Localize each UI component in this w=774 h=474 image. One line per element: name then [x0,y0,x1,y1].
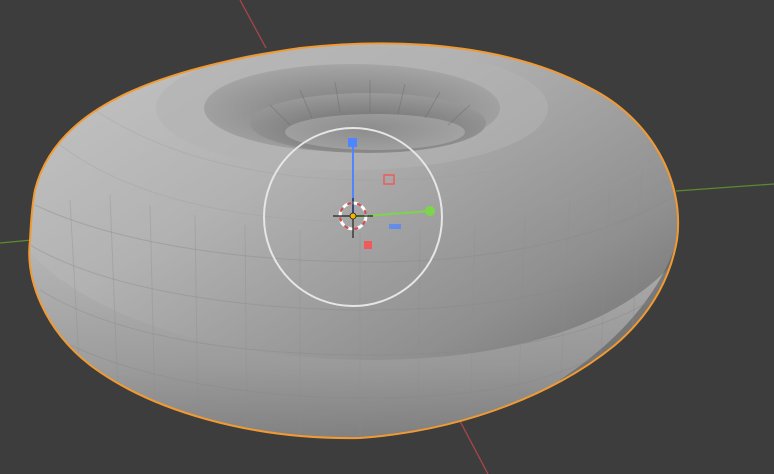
grid-y-axis-line-left [0,239,33,244]
gizmo-y-handle[interactable] [425,206,435,216]
transform-gizmo[interactable] [263,127,443,307]
3d-cursor[interactable] [333,198,373,238]
gizmo-x-handle[interactable] [364,241,372,249]
grid-x-axis-line-top [239,0,267,49]
gizmo-z-handle[interactable] [348,138,357,147]
grid-y-axis-line-right [675,183,774,192]
torus-selection-outline [28,42,680,440]
object-origin-dot [349,212,357,220]
torus-object[interactable] [20,42,700,474]
gizmo-rotate-circle[interactable] [263,127,443,307]
gizmo-yz-plane-handle[interactable] [389,224,401,229]
gizmo-x-plane-handle[interactable] [383,174,395,185]
